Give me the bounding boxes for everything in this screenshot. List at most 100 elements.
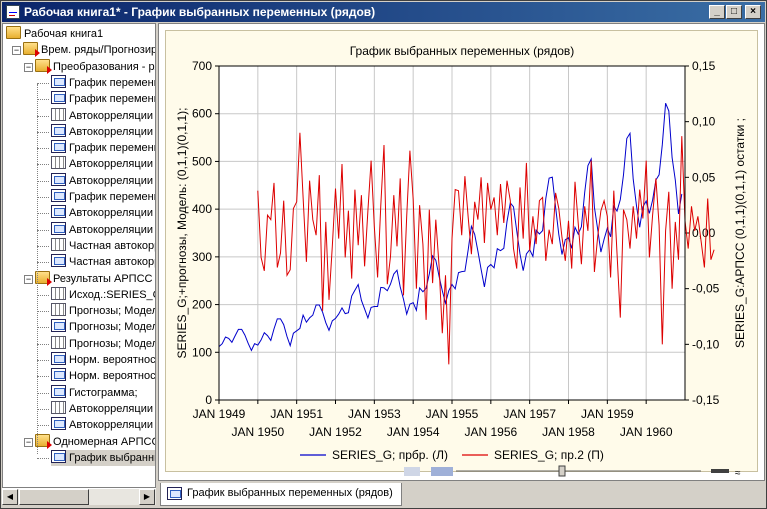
graph-icon <box>51 205 66 219</box>
legend-label-1: SERIES_G; прбр. (Л) <box>332 448 448 462</box>
tree-item[interactable]: Частная автокорреляция <box>51 237 155 254</box>
tree-connector <box>37 311 49 313</box>
scroll-left-icon[interactable]: ◀ <box>2 489 18 505</box>
x-tick-label: JAN 1952 <box>309 425 362 439</box>
tree-item[interactable]: Норм. вероятность <box>51 352 156 368</box>
series-line-2 <box>257 132 715 365</box>
workbook-tree[interactable]: Рабочая книга1 Врем. ряды/Прогнозирование… <box>2 23 156 488</box>
collapse-icon[interactable]: ≈ <box>735 468 741 478</box>
tree-item[interactable]: Врем. ряды/Прогнозирование <box>23 42 155 58</box>
chart-panel: 0 100 200 300 400 500 600 700 -0,15 -0,10 -0,05 0,0… <box>165 30 758 472</box>
tree-expander-icon[interactable]: − <box>24 436 33 447</box>
tree-item-label: Автокорреляции <box>69 125 153 138</box>
y-tick-label-right: 0,10 <box>692 115 716 129</box>
zoom-slider-thumb[interactable] <box>558 465 566 477</box>
tree-item-label: Частная автокорреляция <box>69 239 155 252</box>
workbook-icon <box>6 5 20 19</box>
tab-label: График выбранных переменных (рядов) <box>187 487 393 499</box>
tree-connector <box>37 408 49 410</box>
tree-item-label: Прогнозы; Модель <box>69 337 156 350</box>
tree-connector <box>37 180 49 182</box>
tree-item[interactable]: Автокорреляции <box>51 221 153 238</box>
tree-connector <box>37 327 49 329</box>
tree-item[interactable]: График переменных <box>51 91 155 107</box>
tree-item-label: Автокорреляции <box>69 207 153 220</box>
scroll-thumb[interactable] <box>19 489 89 505</box>
folder-arrow-icon <box>35 58 52 74</box>
tree-item-label: Прогнозы; Модель <box>69 305 156 318</box>
tree-connector <box>37 425 49 427</box>
x-tick-label: JAN 1953 <box>348 407 401 421</box>
tree-item[interactable]: Прогнозы; Модель <box>51 319 155 335</box>
tree-item[interactable]: Гистограмма; <box>51 384 138 401</box>
title-bar[interactable]: Рабочая книга1* - График выбранных перем… <box>2 2 765 22</box>
tree-item-label: Норм. вероятность <box>69 354 156 366</box>
folder-arrow-icon <box>35 433 52 449</box>
tree-item[interactable]: График выбранных <box>51 449 155 466</box>
y-tick-label-right: 0,15 <box>692 59 716 73</box>
tree-item[interactable]: Частная автокорреляция <box>51 254 155 270</box>
scroll-right-icon[interactable]: ▶ <box>139 489 155 505</box>
table-icon <box>51 335 66 349</box>
x-tick-label: JAN 1949 <box>193 407 246 421</box>
zoom-max-icon[interactable] <box>711 469 729 473</box>
tree-item[interactable]: Прогнозы; Модель <box>51 303 156 319</box>
folder-arrow-icon <box>23 42 40 58</box>
line-chart[interactable]: 0 100 200 300 400 500 600 700 -0,15 -0,10 -0,05 0,0… <box>166 31 759 473</box>
tree-item[interactable]: График переменных <box>51 74 155 91</box>
table-icon <box>51 237 66 251</box>
table-icon <box>51 303 66 317</box>
tree-item[interactable]: Исход.:SERIES_G <box>51 286 155 303</box>
tree-item[interactable]: Преобразования - ряды <box>35 58 155 75</box>
maximize-button[interactable]: □ <box>726 5 742 19</box>
tree-item[interactable]: Автокорреляции <box>51 400 153 417</box>
tree-item[interactable]: Рабочая книга1 <box>6 26 103 42</box>
tree-connector <box>37 392 49 394</box>
window-title: Рабочая книга1* - График выбранных перем… <box>24 5 376 19</box>
tree-item-label: Автокорреляции <box>69 174 153 187</box>
tree-item[interactable]: Автокорреляции <box>51 205 153 221</box>
chart-zoom-toolbar[interactable]: ≈ <box>401 465 746 478</box>
y-axis-label-right: SERIES_G:АРПСС (0,1,1)(0,1,1) остатки ; <box>733 118 747 348</box>
zoom-gradient-icon[interactable] <box>431 467 453 476</box>
y-tick-label-left: 600 <box>192 107 212 121</box>
y-tick-label-right: 0,05 <box>692 170 716 184</box>
y-tick-label-right: -0,15 <box>692 393 720 407</box>
tree-item[interactable]: Автокорреляции <box>51 172 153 189</box>
tree-item[interactable]: График переменных <box>51 189 155 205</box>
tree-item-label: Автокорреляции <box>69 419 153 432</box>
tree-connector <box>37 213 49 215</box>
tree-item[interactable]: Автокорреляции <box>51 107 153 124</box>
x-tick-label: JAN 1960 <box>620 425 673 439</box>
tree-item[interactable]: Одномерная АРПСС <box>35 433 155 450</box>
minimize-button[interactable]: _ <box>709 5 725 19</box>
graph-icon <box>167 487 182 500</box>
tree-item[interactable]: Автокорреляции <box>51 417 153 433</box>
folder-open-icon <box>6 26 21 39</box>
tree-expander-icon[interactable]: − <box>24 273 33 284</box>
tree-item[interactable]: Автокорреляции <box>51 156 153 172</box>
graph-icon <box>51 417 66 431</box>
tree-item[interactable]: Прогнозы; Модель <box>51 335 156 352</box>
tree-horizontal-scrollbar[interactable]: ◀ ▶ <box>2 488 156 505</box>
tree-item-label: График переменных <box>69 142 155 155</box>
x-tick-label: JAN 1950 <box>231 425 284 439</box>
tree-item-label: Рабочая книга1 <box>24 28 104 40</box>
tree-item-label: Врем. ряды/Прогнозирование <box>41 44 155 57</box>
x-tick-label: JAN 1951 <box>270 407 323 421</box>
tree-expander-icon[interactable]: − <box>24 61 33 72</box>
close-button[interactable]: × <box>745 5 761 19</box>
tree-item-label: Преобразования - ряды <box>53 60 155 73</box>
graph-icon <box>51 140 66 154</box>
y-tick-label-left: 500 <box>192 154 212 168</box>
tree-expander-icon[interactable]: − <box>12 45 21 56</box>
zoom-hand-icon[interactable] <box>404 467 420 476</box>
tree-connector <box>37 360 49 361</box>
tree-item[interactable]: График переменных <box>51 140 155 156</box>
tree-item-label: Автокорреляции <box>69 223 153 236</box>
tree-item[interactable]: Норм. вероятность <box>51 368 155 384</box>
tree-item[interactable]: Автокорреляции <box>51 123 153 140</box>
tree-item-label: Результаты АРПСС <box>53 272 153 285</box>
tab-selected-graph[interactable]: График выбранных переменных (рядов) <box>160 483 402 506</box>
tree-item[interactable]: Результаты АРПСС <box>35 270 153 287</box>
